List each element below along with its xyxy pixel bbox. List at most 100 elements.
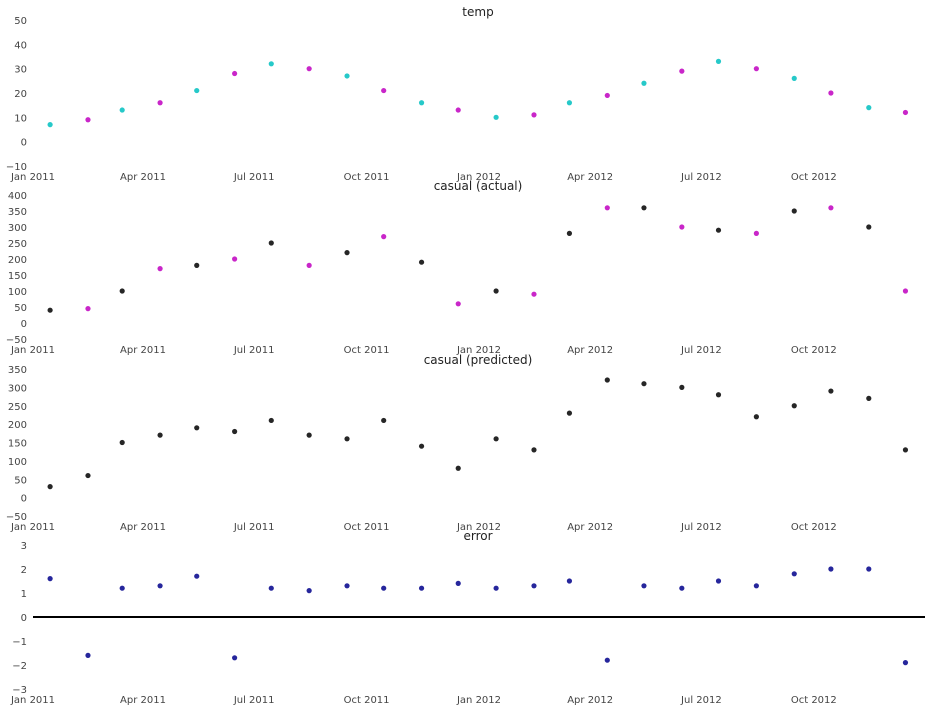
y-tick-label: −50: [6, 512, 27, 523]
x-ticks: Jan 2011 Apr 2011 Jul 2011 Oct 2011 Jan 2012…: [10, 172, 837, 183]
data-point: [455, 465, 461, 471]
data-point: [866, 224, 872, 230]
data-point: [641, 583, 647, 589]
data-point: [268, 417, 274, 424]
y-tick-label: −1: [12, 637, 27, 648]
data-point: [715, 227, 722, 233]
data-point: [566, 100, 573, 106]
x-tick-label: Jul 2012: [680, 695, 722, 706]
data-point: [715, 392, 722, 398]
x-tick-label: Apr 2011: [120, 172, 166, 183]
data-point: [641, 205, 647, 211]
y-tick-label: 150: [8, 439, 27, 450]
data-point: [902, 109, 909, 116]
data-point: [531, 583, 537, 589]
y-tick-label: 10: [14, 113, 27, 124]
data-point: [119, 107, 125, 113]
data-point: [902, 447, 909, 453]
x-tick-label: Jan 2012: [456, 172, 501, 183]
data-point: [493, 585, 499, 591]
x-tick-label: Apr 2011: [120, 695, 166, 706]
x-tick-label: Apr 2011: [120, 522, 166, 533]
data-point: [679, 384, 685, 390]
points: [47, 566, 909, 666]
data-point: [344, 73, 350, 79]
y-tick-label: 2: [21, 565, 27, 576]
data-point: [232, 70, 238, 77]
data-point: [791, 571, 797, 577]
data-point: [566, 410, 573, 416]
x-tick-label: Apr 2012: [567, 522, 613, 533]
y-tick-label: 0: [21, 494, 27, 505]
data-point: [344, 436, 350, 442]
data-point: [828, 90, 834, 96]
points: [47, 205, 909, 313]
data-point: [381, 585, 387, 591]
data-point: [753, 66, 759, 72]
y-tick-label: 300: [8, 223, 27, 234]
data-point: [306, 66, 312, 72]
data-point: [604, 657, 610, 663]
x-tick-label: Oct 2012: [791, 345, 837, 356]
data-point: [418, 443, 425, 449]
chart-title: error: [463, 529, 492, 543]
data-point: [641, 80, 647, 86]
x-tick-label: Oct 2012: [791, 522, 837, 533]
panel-error: error −3 −2 −1 0 1 2 3 Jan 2011 Apr 2011 Jul 201…: [10, 529, 925, 706]
data-point: [493, 114, 499, 120]
data-point: [531, 291, 537, 297]
data-point: [85, 117, 91, 123]
data-point: [381, 417, 387, 424]
data-point: [455, 301, 461, 307]
x-tick-label: Jul 2012: [680, 345, 722, 356]
data-point: [268, 585, 274, 591]
data-point: [715, 578, 722, 584]
data-point: [232, 256, 238, 262]
x-tick-label: Jul 2011: [233, 522, 275, 533]
y-tick-label: 100: [8, 457, 27, 468]
chart-title: temp: [462, 5, 493, 19]
y-tick-label: 40: [14, 40, 27, 51]
y-ticks: −50 0 50 100 150 200 250 300 350 400: [6, 191, 27, 346]
data-point: [232, 428, 238, 435]
data-point: [566, 230, 573, 236]
x-tick-label: Jul 2012: [680, 522, 722, 533]
y-tick-label: 350: [8, 365, 27, 376]
y-tick-label: −3: [12, 685, 27, 696]
data-point: [306, 588, 312, 594]
y-tick-label: −50: [6, 335, 27, 346]
y-tick-label: 250: [8, 402, 27, 413]
data-point: [641, 381, 647, 387]
data-point: [753, 414, 759, 420]
y-tick-label: −2: [12, 661, 27, 672]
y-tick-label: −10: [6, 162, 27, 173]
panel-casual-predicted: casual (predicted) −50 0 50 100 150 200 250 300…: [6, 353, 909, 533]
x-tick-label: Jan 2011: [10, 345, 55, 356]
data-point: [381, 87, 387, 94]
data-point: [455, 580, 461, 587]
y-tick-label: 250: [8, 239, 27, 250]
data-point: [715, 58, 722, 64]
x-tick-label: Jan 2012: [456, 345, 501, 356]
data-point: [531, 447, 537, 453]
data-point: [531, 112, 537, 118]
y-tick-label: 3: [21, 541, 27, 552]
data-point: [418, 259, 425, 265]
x-ticks: Jan 2011 Apr 2011 Jul 2011 Oct 2011 Jan 2012…: [10, 345, 837, 356]
x-tick-label: Jan 2011: [10, 695, 55, 706]
y-tick-label: 20: [14, 89, 27, 100]
y-tick-label: 300: [8, 383, 27, 394]
y-tick-label: 200: [8, 255, 27, 266]
x-tick-label: Jan 2011: [10, 172, 55, 183]
y-tick-label: 0: [21, 319, 27, 330]
data-point: [157, 432, 163, 438]
data-point: [157, 266, 163, 272]
data-point: [344, 583, 350, 589]
data-point: [866, 395, 872, 401]
data-point: [232, 655, 238, 661]
data-point: [119, 288, 125, 294]
data-point: [902, 288, 909, 294]
data-point: [418, 100, 425, 106]
points: [47, 377, 909, 490]
